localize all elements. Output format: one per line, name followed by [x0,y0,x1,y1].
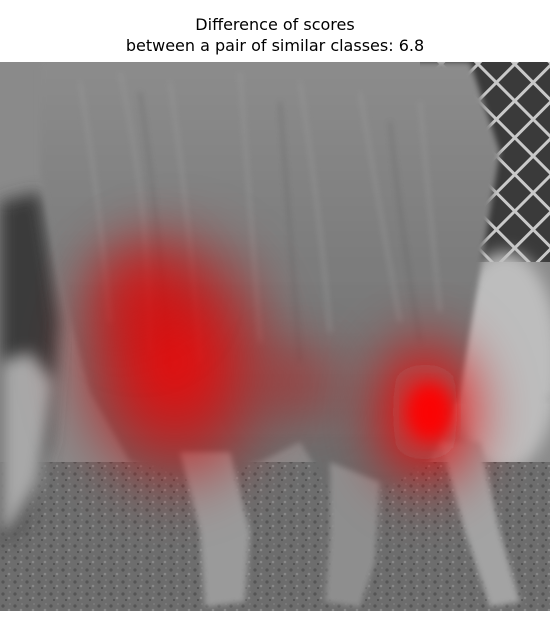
saliency-photo-illustration [0,62,550,611]
heatmap-region-left-upper [70,222,210,362]
dog-leg-middle [325,462,380,607]
left-leg [0,352,55,532]
saliency-image [0,62,550,611]
heatmap-region-middle [260,342,340,422]
heatmap-peak [408,384,452,440]
title-line-1: Difference of scores [195,15,355,34]
figure-title: Difference of scores between a pair of s… [0,14,550,56]
title-line-2: between a pair of similar classes: 6.8 [125,36,425,55]
